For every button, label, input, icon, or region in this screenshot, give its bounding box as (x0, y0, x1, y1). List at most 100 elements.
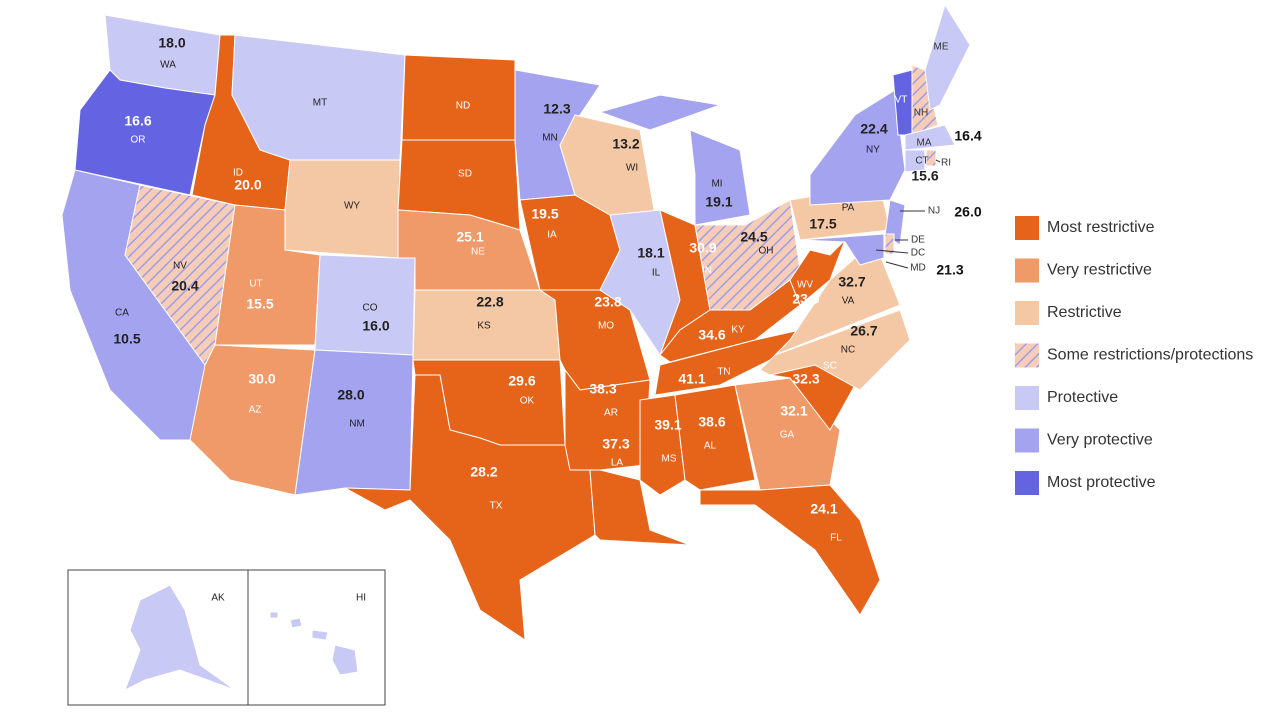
state-shape (344, 374, 596, 641)
state-abbr: RI (941, 158, 951, 169)
state-value: 26.7 (850, 323, 877, 339)
state-abbr: PA (842, 203, 855, 214)
state-abbr: UT (249, 279, 262, 290)
state-shape (289, 617, 303, 629)
state-value: 28.0 (337, 387, 364, 403)
state-shape (311, 629, 329, 641)
state-shape (904, 149, 926, 173)
state-shape (564, 368, 651, 471)
state-abbr: KY (731, 325, 745, 336)
state-abbr: MA (917, 138, 932, 149)
state-abbr: AR (604, 408, 618, 419)
legend-swatch (1015, 301, 1039, 325)
state-abbr: KS (477, 321, 491, 332)
state-value: 19.5 (531, 206, 558, 222)
state-value: 22.8 (476, 294, 503, 310)
state-value: 16.6 (124, 113, 151, 129)
state-value: 18.1 (637, 245, 664, 261)
state-value: 37.3 (602, 436, 629, 452)
legend-label: Some restrictions/protections (1047, 347, 1253, 364)
legend-label: Very protective (1047, 432, 1153, 449)
legend-label: Most restrictive (1047, 219, 1155, 236)
states (61, 3, 971, 692)
state-shape (799, 233, 885, 266)
state-abbr: NJ (928, 206, 940, 217)
state-shape (911, 64, 939, 136)
state-shape (904, 124, 956, 151)
state-abbr: OR (131, 135, 146, 146)
state-abbr: TN (717, 367, 730, 378)
state-value: 41.1 (678, 371, 705, 387)
state-abbr: CT (915, 156, 928, 167)
state-shape (189, 344, 316, 496)
state-abbr: DE (911, 235, 925, 246)
state-abbr: NY (866, 145, 880, 156)
state-shape (269, 611, 279, 619)
state-abbr: NH (914, 108, 928, 119)
state-value: 28.2 (470, 464, 497, 480)
legend-label: Very restrictive (1047, 262, 1152, 279)
state-abbr: MD (910, 263, 926, 274)
state-value: 20.4 (171, 278, 198, 294)
state-abbr: WY (344, 201, 360, 212)
state-abbr: SD (458, 169, 472, 180)
state-shape (639, 394, 686, 496)
state-value: 16.4 (954, 128, 981, 144)
state-abbr: NV (173, 261, 187, 272)
state-abbr: GA (780, 430, 795, 441)
state-abbr: ND (456, 101, 470, 112)
state-value: 20.0 (234, 177, 261, 193)
leader-line (885, 261, 909, 269)
state-abbr: AL (704, 441, 717, 452)
state-abbr: LA (611, 458, 624, 469)
state-abbr: VT (895, 95, 908, 106)
state-abbr: IL (652, 268, 661, 279)
state-shape (331, 644, 359, 676)
legend: Most restrictive Very restrictive Restrict… (1015, 216, 1253, 495)
state-value: 15.5 (246, 296, 273, 312)
state-shape (759, 309, 911, 391)
state-shape (689, 129, 751, 226)
state-value: 15.6 (911, 168, 938, 184)
state-value: 39.1 (654, 417, 681, 433)
legend-swatch (1015, 216, 1039, 240)
legend-swatch (1015, 258, 1039, 283)
state-value: 23.9 (792, 291, 819, 307)
state-value: 19.1 (705, 194, 732, 210)
legend-swatch (1015, 471, 1039, 495)
state-abbr: SC (823, 361, 837, 372)
state-shape (674, 384, 756, 491)
state-shape (809, 89, 906, 206)
state-abbr: NC (841, 345, 855, 356)
state-abbr: MT (313, 98, 327, 109)
state-abbr: FL (830, 533, 842, 544)
state-shape (570, 469, 691, 546)
legend-label: Most protective (1047, 474, 1156, 491)
state-abbr: ID (233, 168, 243, 179)
state-abbr: AZ (249, 405, 262, 416)
state-value: 26.0 (954, 204, 981, 220)
state-shape (884, 233, 895, 255)
state-abbr: WI (626, 163, 638, 174)
state-value: 38.6 (698, 414, 725, 430)
state-value: 23.8 (594, 294, 621, 310)
state-value: 17.5 (809, 216, 836, 232)
state-value: 10.5 (113, 331, 140, 347)
state-shape (598, 94, 722, 131)
state-abbr: MO (598, 321, 614, 332)
state-value: 38.3 (589, 381, 616, 397)
state-abbr: MI (711, 179, 722, 190)
state-abbr: ME (934, 42, 949, 53)
state-abbr: NE (471, 247, 485, 258)
legend-swatch (1015, 343, 1039, 368)
state-abbr: OK (520, 396, 535, 407)
state-value: 24.5 (740, 229, 767, 245)
leader-line (875, 249, 909, 254)
state-value: 24.1 (810, 501, 837, 517)
state-shape (401, 54, 516, 141)
state-shape (925, 149, 937, 167)
state-value: 29.6 (508, 373, 535, 389)
state-value: 32.3 (792, 371, 819, 387)
